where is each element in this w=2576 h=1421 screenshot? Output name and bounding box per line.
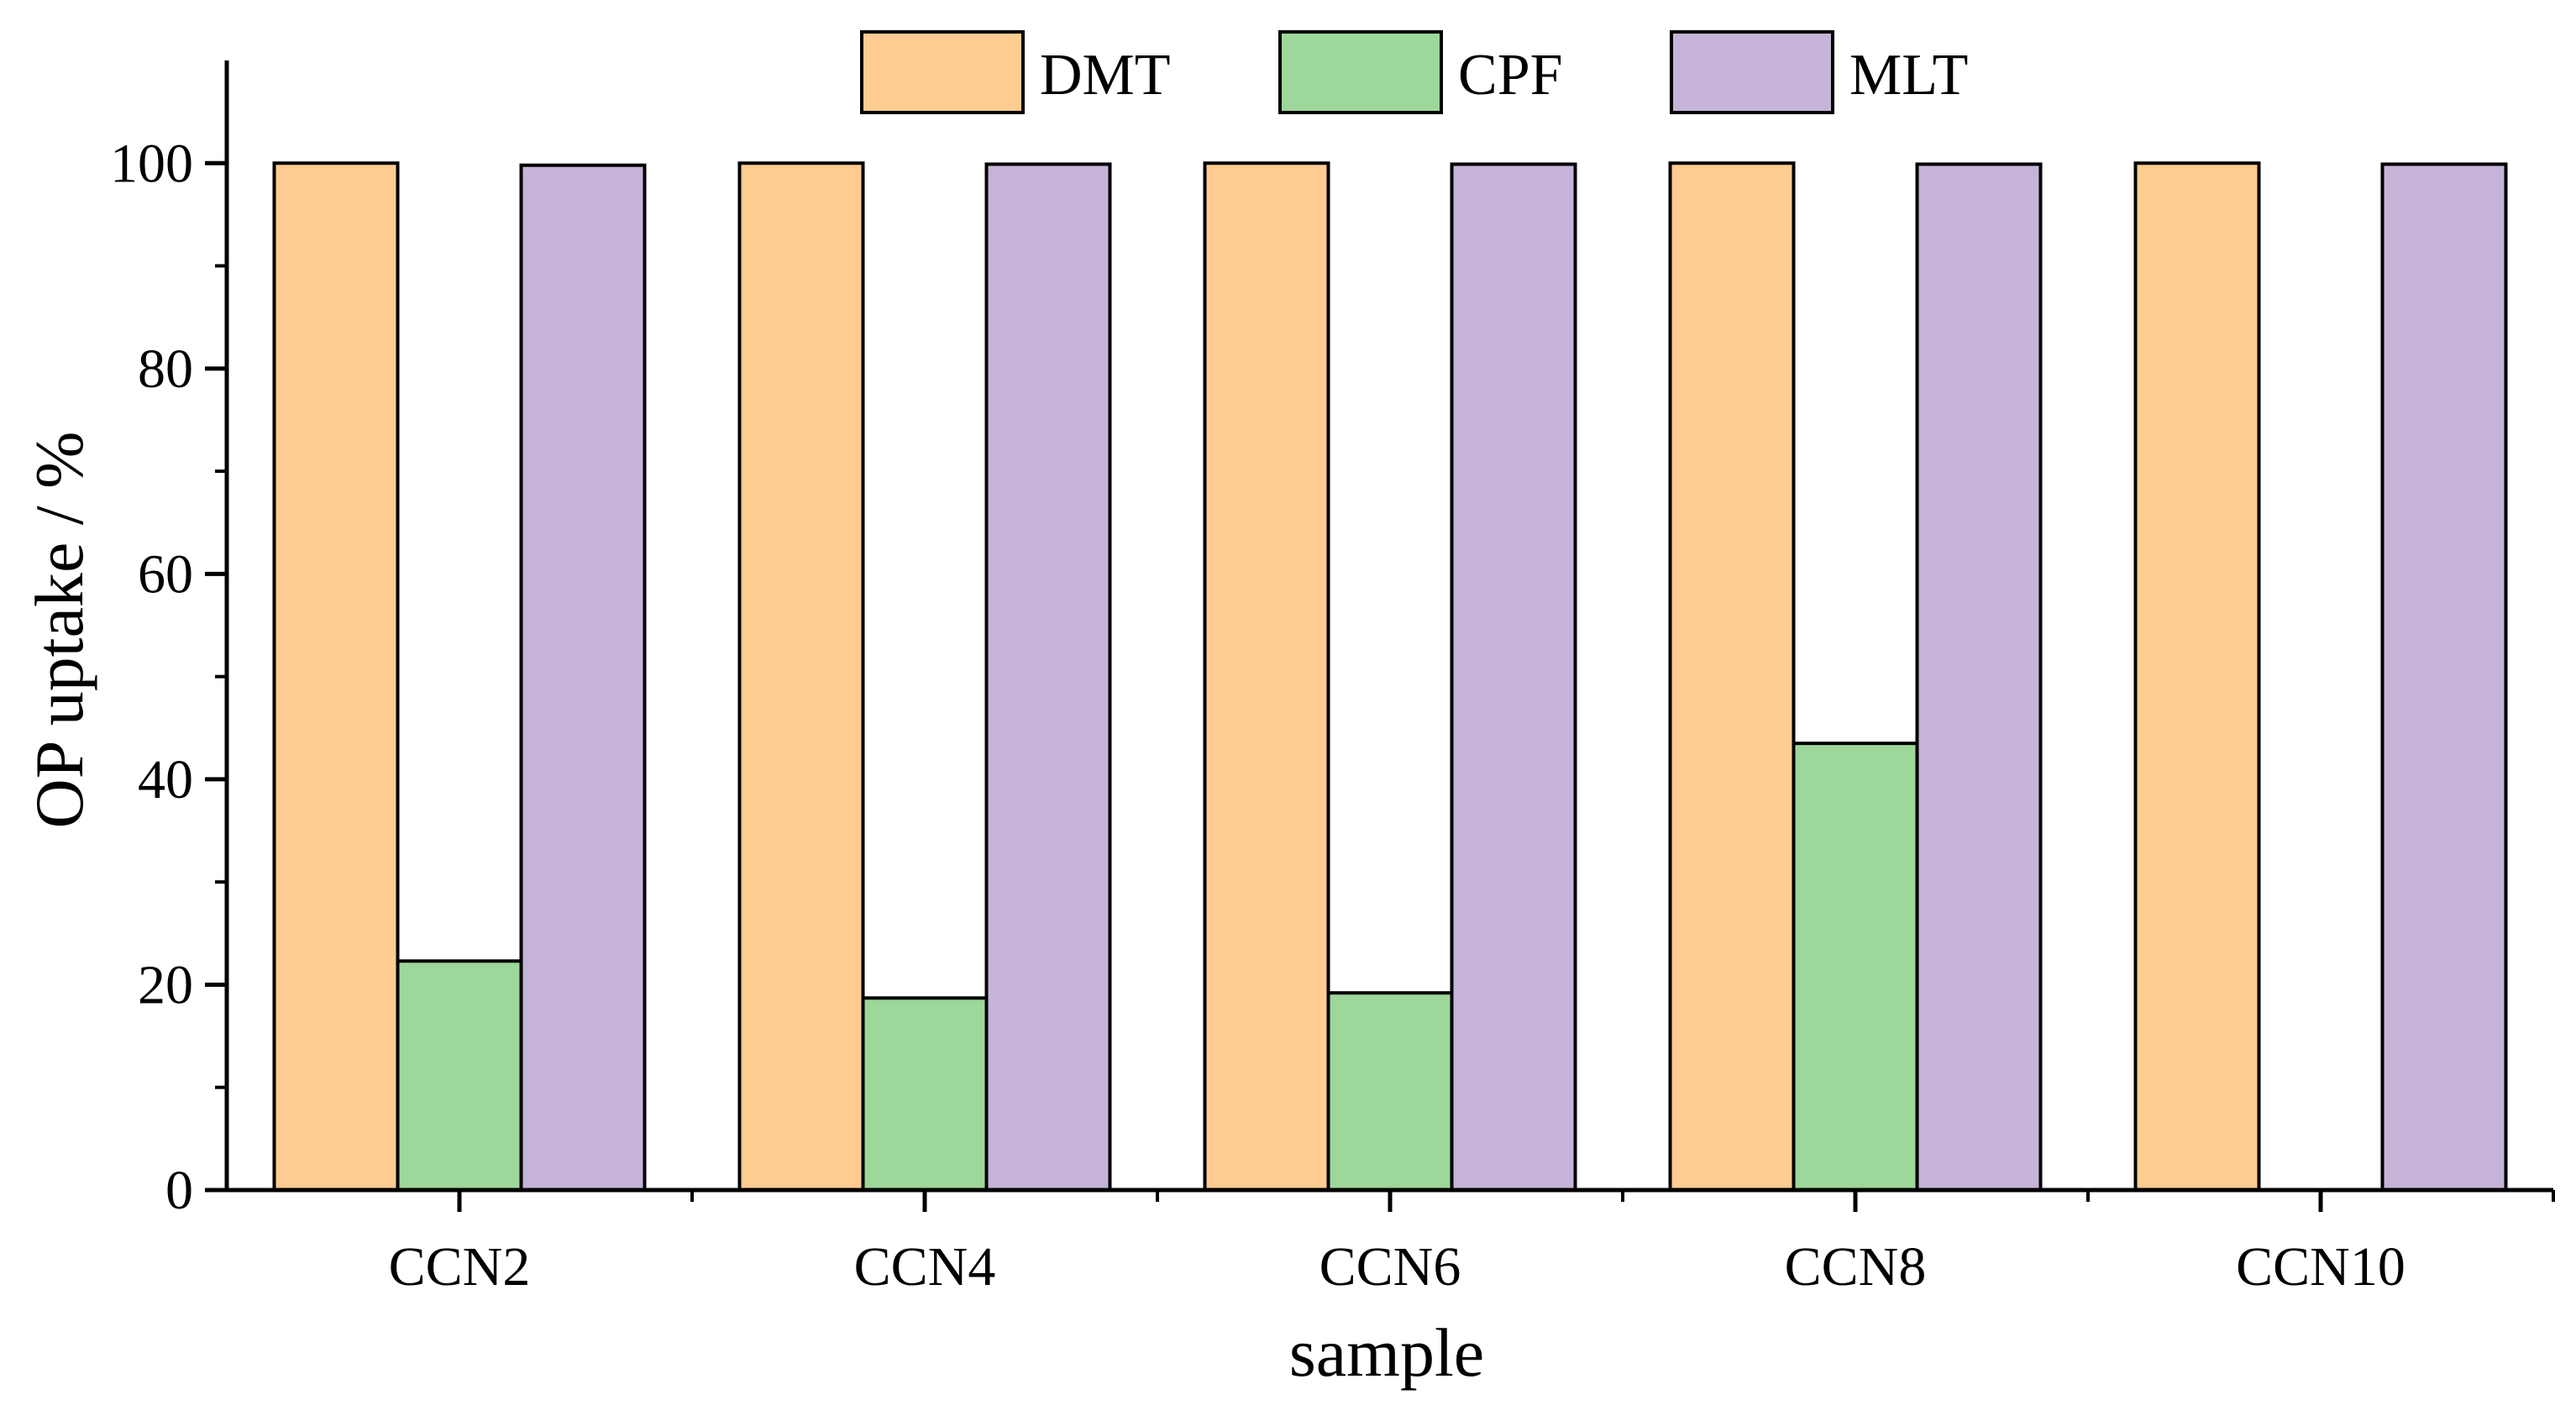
legend-label-dmt: DMT — [1040, 43, 1171, 107]
bar-cpf-ccn6 — [1326, 991, 1454, 1192]
x-tick-label: CCN2 — [389, 1236, 531, 1298]
y-ticks: 0 20 40 60 80 100 — [110, 133, 227, 1221]
bar-mlt-ccn10 — [2380, 162, 2508, 1192]
y-axis-title: OP uptake / % — [21, 432, 97, 829]
y-tick-label: 80 — [138, 338, 193, 400]
bar-mlt-ccn4 — [984, 162, 1112, 1192]
bar-cpf-ccn4 — [861, 996, 989, 1192]
bar-mlt-ccn2 — [519, 163, 647, 1193]
x-ticks: CCN2 CCN4 CCN6 CCN8 CCN10 — [389, 1190, 2555, 1298]
bar-dmt-ccn4 — [737, 161, 865, 1193]
x-axis-title: sample — [1289, 1314, 1484, 1391]
bar-cpf-ccn2 — [396, 959, 523, 1192]
y-tick-label: 20 — [138, 954, 193, 1015]
y-tick-label: 40 — [138, 749, 193, 810]
bar-dmt-ccn10 — [2133, 161, 2261, 1193]
x-tick-label: CCN10 — [2236, 1236, 2405, 1298]
legend: DMT CPF MLT — [860, 30, 1968, 114]
y-tick-label: 0 — [165, 1160, 193, 1221]
bar-dmt-ccn8 — [1668, 161, 1796, 1193]
y-tick-label: 100 — [110, 133, 193, 194]
legend-label-cpf: CPF — [1458, 43, 1563, 107]
y-tick-label: 60 — [138, 543, 193, 605]
x-tick-label: CCN8 — [1785, 1236, 1927, 1298]
bar-mlt-ccn6 — [1450, 162, 1577, 1192]
bar-dmt-ccn2 — [272, 161, 400, 1193]
legend-swatch-cpf — [1278, 30, 1443, 114]
axes-layer: 0 20 40 60 80 100 CCN2 CCN4 CCN6 CCN8 CCN10 — [110, 60, 2555, 1298]
x-tick-label: CCN6 — [1319, 1236, 1461, 1298]
legend-swatch-dmt — [860, 30, 1025, 114]
x-tick-label: CCN4 — [854, 1236, 996, 1298]
bars-layer — [272, 161, 2508, 1193]
bar-mlt-ccn8 — [1915, 162, 2043, 1192]
bar-dmt-ccn6 — [1203, 161, 1330, 1193]
legend-label-mlt: MLT — [1849, 43, 1968, 107]
legend-swatch-mlt — [1670, 30, 1834, 114]
bar-cpf-ccn8 — [1792, 742, 1919, 1192]
